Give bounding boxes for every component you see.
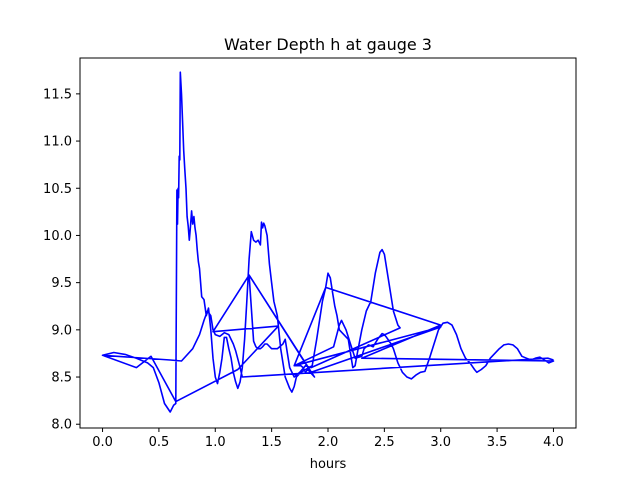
y-tick-label: 9.0 xyxy=(51,323,72,338)
y-tick-label: 9.5 xyxy=(51,276,72,291)
x-axis: 0.0 0.5 1.0 1.5 2.0 2.5 3.0 3.5 4.0 xyxy=(92,428,564,450)
x-tick-label: 3.0 xyxy=(430,435,451,450)
y-axis: 8.0 8.5 9.0 9.5 10.0 10.5 11.0 11.5 xyxy=(43,87,80,433)
plot-area xyxy=(101,71,555,413)
y-tick-label: 10.0 xyxy=(43,229,72,244)
y-tick-label: 11.0 xyxy=(43,135,72,150)
x-axis-label: hours xyxy=(310,457,347,472)
y-tick-label: 8.5 xyxy=(51,371,72,386)
series-line xyxy=(101,71,555,413)
x-tick-label: 3.5 xyxy=(487,435,508,450)
y-tick-label: 11.5 xyxy=(43,87,72,102)
x-tick-label: 2.0 xyxy=(318,435,339,450)
chart-title: Water Depth h at gauge 3 xyxy=(224,35,432,54)
x-tick-label: 0.5 xyxy=(149,435,170,450)
x-tick-label: 1.5 xyxy=(261,435,282,450)
x-tick-label: 4.0 xyxy=(543,435,564,450)
y-tick-label: 10.5 xyxy=(43,182,72,197)
y-tick-label: 8.0 xyxy=(51,418,72,433)
x-tick-label: 0.0 xyxy=(92,435,113,450)
x-tick-label: 2.5 xyxy=(374,435,395,450)
x-tick-label: 1.0 xyxy=(205,435,226,450)
